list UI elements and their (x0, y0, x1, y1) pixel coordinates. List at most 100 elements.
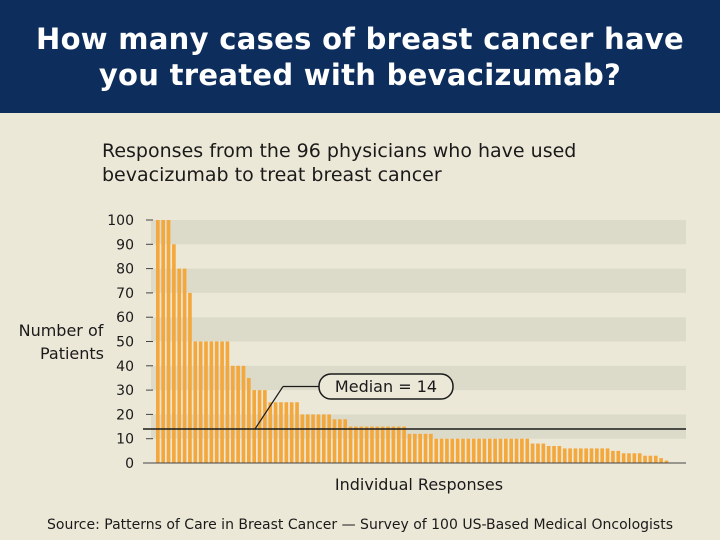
bar (327, 414, 331, 463)
bar (225, 341, 230, 463)
bar (257, 390, 262, 463)
grid-bands (151, 220, 686, 439)
bar (423, 433, 428, 463)
bar (461, 438, 465, 463)
bar (536, 443, 540, 463)
y-tick-label: 30 (116, 383, 134, 399)
bar (643, 455, 647, 463)
bar (343, 419, 348, 463)
chart-subtitle: Responses from the 96 physicians who hav… (102, 139, 662, 187)
bar (359, 426, 364, 463)
bar (230, 365, 235, 463)
bar (300, 414, 305, 463)
y-axis-ticks: 0 10 20 30 40 50 60 70 80 90 100 (107, 213, 153, 472)
bar (557, 445, 562, 463)
bar (332, 419, 337, 463)
bar (156, 220, 160, 463)
median-leader-line (254, 386, 284, 430)
bar (305, 414, 310, 463)
y-axis-label-line-2: Patients (40, 344, 104, 363)
bar (520, 438, 524, 463)
y-tick-label: 70 (116, 286, 134, 302)
grid-band (151, 317, 686, 342)
bar (418, 433, 422, 463)
bar (600, 448, 605, 463)
bar (182, 268, 187, 463)
bar (525, 438, 530, 463)
bar (284, 402, 289, 463)
bar (493, 438, 497, 463)
bar (578, 448, 583, 463)
bar (482, 438, 487, 463)
bar (477, 438, 481, 463)
y-tick-label: 0 (125, 456, 134, 472)
bar (514, 438, 519, 463)
bar (509, 438, 514, 463)
y-tick-label: 20 (116, 407, 134, 423)
bar (637, 453, 642, 463)
bar-series (156, 220, 669, 463)
bar (204, 341, 208, 463)
bar (407, 433, 412, 463)
subtitle-line-1: Responses from the 96 physicians who hav… (102, 140, 577, 162)
bar (621, 453, 626, 463)
bar (364, 426, 369, 463)
bar (402, 426, 406, 463)
bar (386, 426, 390, 463)
y-tick-label: 60 (116, 310, 134, 326)
bar (193, 341, 198, 463)
bar (450, 438, 455, 463)
bar (279, 402, 283, 463)
bar (161, 220, 165, 463)
bar (214, 341, 219, 463)
bar (455, 438, 460, 463)
bar (220, 341, 224, 463)
bar (391, 426, 396, 463)
bar (552, 445, 556, 463)
bar (354, 426, 358, 463)
source-note: Source: Patterns of Care in Breast Cance… (47, 517, 673, 533)
bar (166, 220, 171, 463)
bar (321, 414, 326, 463)
bar (247, 377, 251, 463)
y-tick-label: 10 (116, 432, 134, 448)
bar (252, 390, 257, 463)
bar (616, 450, 621, 463)
y-tick-label: 100 (107, 213, 134, 229)
page-title: How many cases of breast cancer have you… (15, 21, 705, 93)
bar (562, 448, 567, 463)
bar (380, 426, 385, 463)
bar (198, 341, 203, 463)
y-tick-label: 80 (116, 262, 134, 278)
bar (188, 292, 192, 463)
bar (595, 448, 599, 463)
bar (546, 445, 551, 463)
bar (263, 390, 267, 463)
grid-band (151, 268, 686, 293)
bar (589, 448, 594, 463)
grid-band (151, 220, 686, 245)
title-line-2: you treated with bevacizumab? (98, 57, 622, 92)
bar (273, 402, 278, 463)
bar (177, 268, 182, 463)
median-label: Median = 14 (335, 377, 437, 396)
bar (471, 438, 476, 463)
bar (498, 438, 503, 463)
y-axis-label-line-1: Number of (19, 321, 104, 340)
bar (172, 244, 176, 463)
y-tick-label: 50 (116, 335, 134, 351)
bar (241, 365, 246, 463)
bar (504, 438, 508, 463)
bar-chart: 0 10 20 30 40 50 60 70 80 90 100 Median = 14 Numbe… (19, 213, 686, 494)
bar (375, 426, 380, 463)
bar (466, 438, 471, 463)
bar (236, 365, 240, 463)
bar (653, 455, 658, 463)
bar (348, 426, 353, 463)
bar (648, 455, 653, 463)
bar (530, 443, 535, 463)
y-tick-label: 40 (116, 359, 134, 375)
bar (316, 414, 321, 463)
bar (584, 448, 588, 463)
bar (311, 414, 315, 463)
